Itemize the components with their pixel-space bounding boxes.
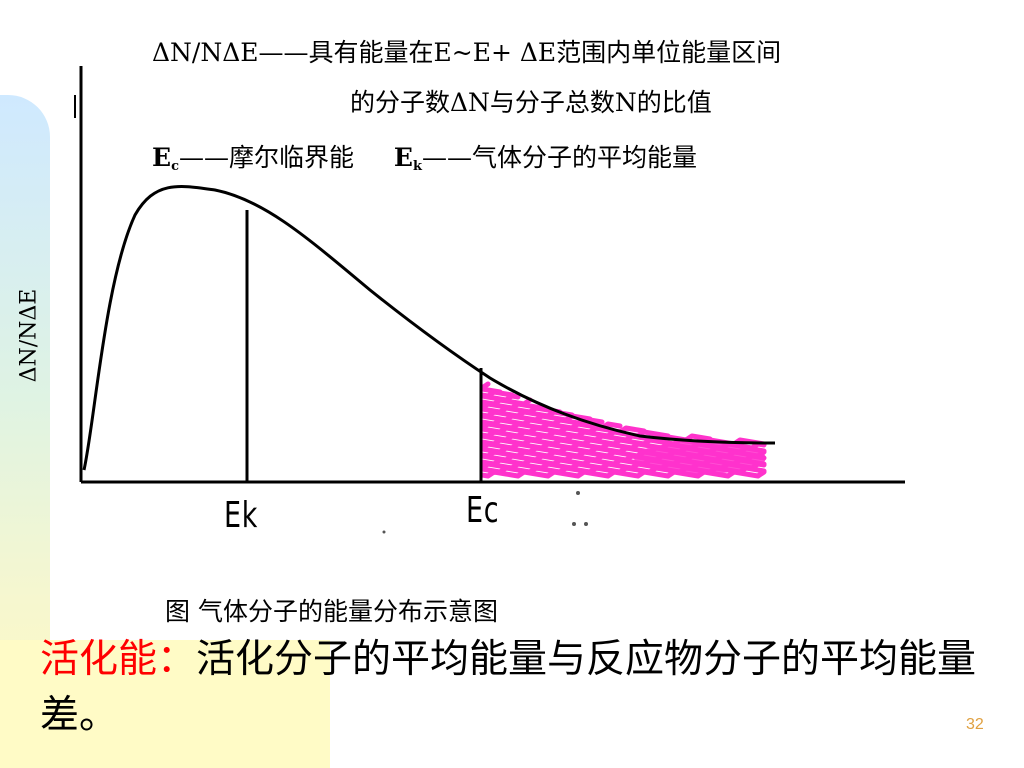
shade-blob [634, 442, 766, 474]
activation-energy-definition: 活化能：活化分子的平均能量与反应物分子的平均能量差。 [40, 632, 980, 744]
definition-term: 活化能： [40, 637, 197, 682]
ek-subscript: k [412, 159, 422, 174]
page-number: 32 [966, 716, 984, 733]
ec-marker-label: Ec [466, 490, 500, 531]
legend-line-1-text: ΔN/NΔE——具有能量在E~E+ ΔE范围内单位能量区间 [152, 38, 782, 67]
ec-definition: ——摩尔临界能 [178, 143, 354, 172]
legend-line-3: Ec——摩尔临界能 Ek——气体分子的平均能量 [152, 143, 697, 182]
legend-line-1: ΔN/NΔE——具有能量在E~E+ ΔE范围内单位能量区间 [152, 38, 781, 68]
legend-line-2: 的分子数ΔN与分子总数N的比值 [350, 88, 712, 118]
bottom-decor-band [0, 640, 330, 768]
ek-marker-label: Ek [224, 495, 259, 536]
ek-symbol: E [393, 143, 413, 172]
ek-definition: ——气体分子的平均能量 [421, 143, 697, 172]
legend-line-2-text: 的分子数ΔN与分子总数N的比值 [350, 88, 712, 117]
figure-caption: 图 气体分子的能量分布示意图 [165, 597, 498, 626]
stray-dot [572, 522, 576, 526]
ec-symbol: E [152, 143, 172, 172]
shade-stroke [479, 469, 767, 479]
stray-dot [584, 522, 588, 526]
definition-text: 活化分子的平均能量与反应物分子的平均能量差。 [40, 637, 977, 738]
ec-subscript: c [171, 159, 179, 174]
distribution-curve [82, 184, 776, 471]
stray-dot [382, 530, 386, 534]
stray-dot [576, 491, 580, 495]
